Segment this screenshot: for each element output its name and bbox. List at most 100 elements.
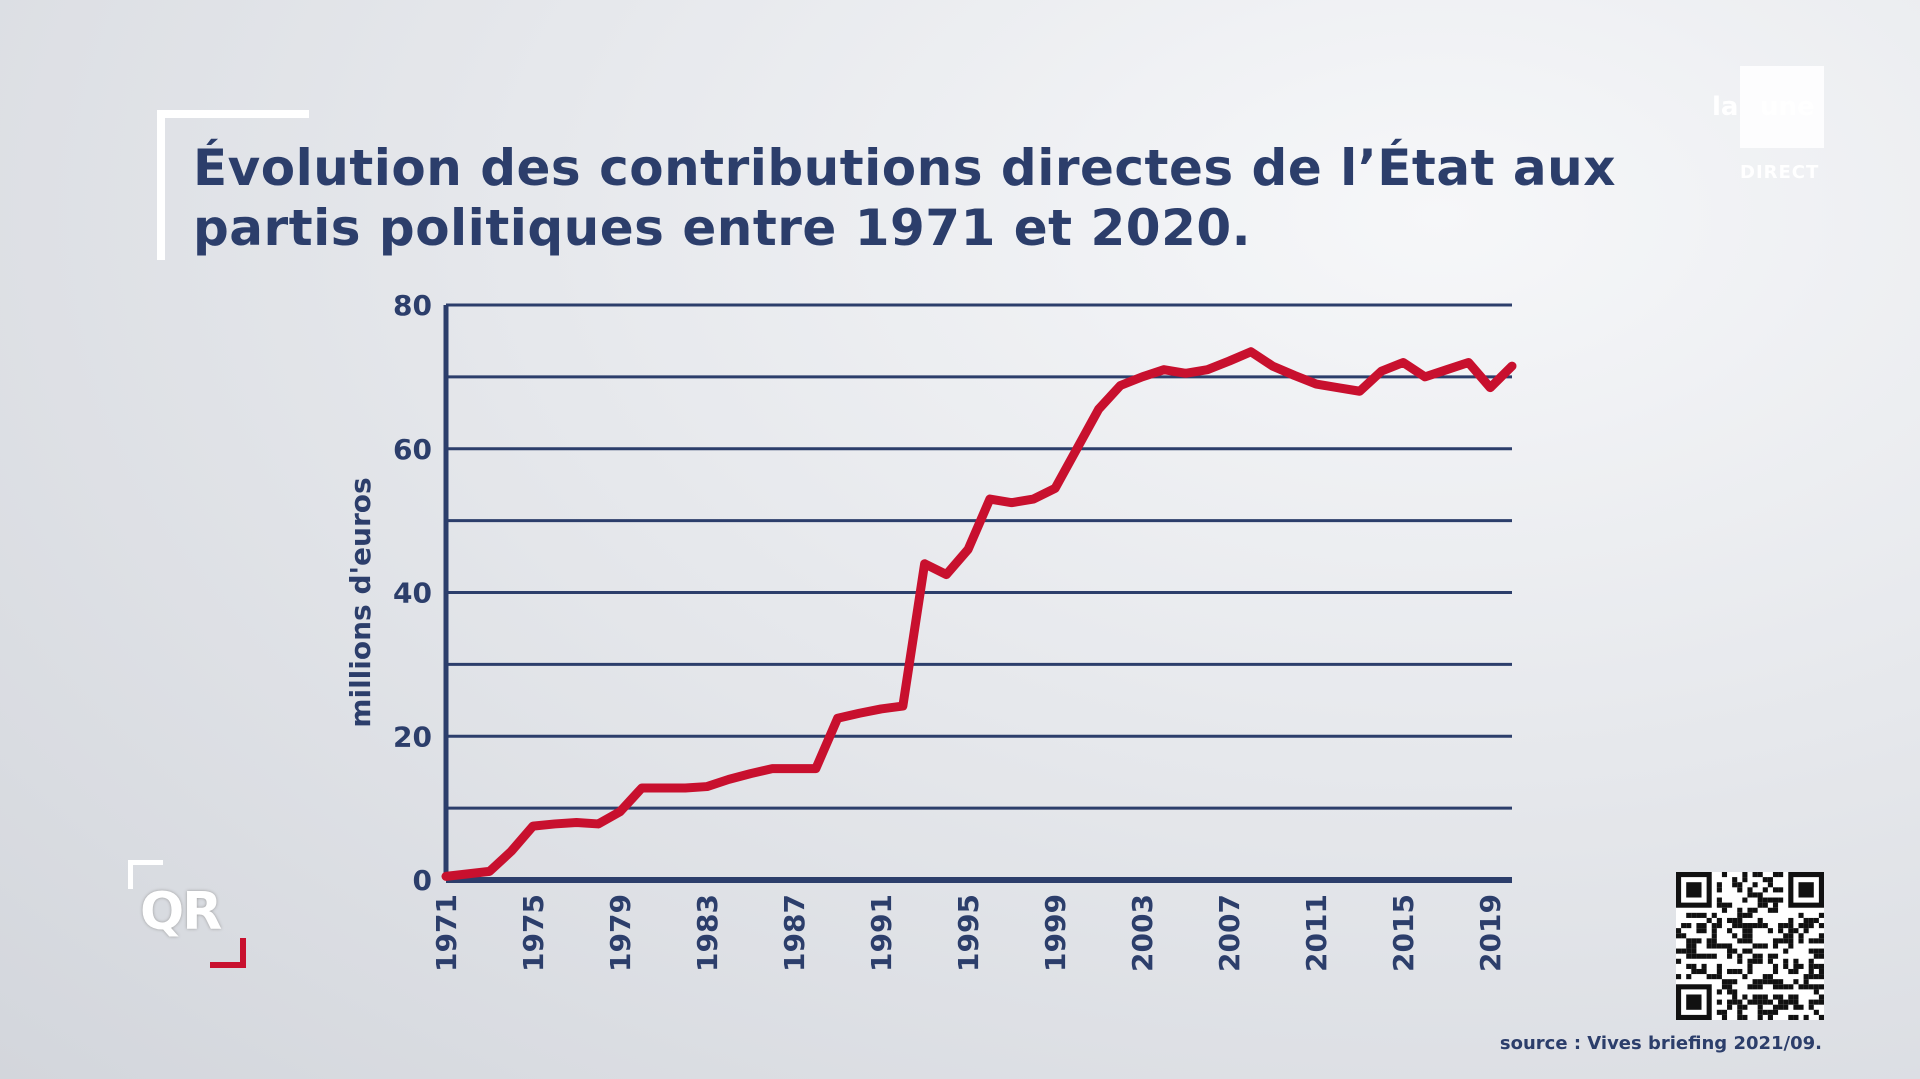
qr-module	[1818, 999, 1824, 1005]
qr-module	[1752, 943, 1758, 949]
qr-module	[1762, 1009, 1768, 1015]
qr-module	[1706, 943, 1712, 949]
qr-module	[1747, 892, 1753, 898]
qr-module	[1772, 897, 1779, 903]
qr-module	[1701, 963, 1707, 969]
qr-module	[1813, 999, 1819, 1005]
qr-module	[1732, 968, 1738, 975]
qr-module	[1737, 953, 1743, 959]
qr-module	[1757, 1014, 1763, 1020]
qr-module	[1788, 984, 1794, 990]
qr-code	[1676, 872, 1824, 1020]
qr-module	[1762, 897, 1768, 903]
qr-module	[1772, 963, 1779, 969]
qr-module	[1798, 984, 1804, 990]
qr-module	[1762, 943, 1768, 949]
qr-module	[1752, 994, 1758, 1000]
qr-module	[1813, 938, 1819, 944]
x-tick-label: 2011	[1300, 894, 1333, 972]
qr-module	[1813, 1009, 1819, 1015]
qr-module	[1747, 928, 1753, 934]
qr-module	[1747, 907, 1753, 913]
qr-module	[1813, 974, 1819, 980]
qr-module	[1757, 979, 1763, 985]
qr-module	[1742, 974, 1748, 980]
qr-module	[1767, 979, 1773, 985]
qr-module	[1747, 999, 1753, 1005]
qr-module	[1721, 984, 1728, 990]
qr-module	[1757, 892, 1763, 898]
qr-module	[1772, 938, 1779, 944]
qr-module	[1798, 963, 1804, 969]
qr-module	[1778, 979, 1784, 985]
qr-module	[1818, 938, 1824, 944]
qr-module	[1757, 1004, 1763, 1010]
qr-module	[1696, 923, 1702, 929]
qr-module	[1696, 938, 1702, 944]
qr-module	[1711, 953, 1717, 959]
x-tick-label: 1971	[430, 894, 463, 972]
qr-module	[1808, 923, 1814, 929]
qr-module	[1808, 968, 1814, 975]
qr-module	[1813, 948, 1819, 954]
qr-module	[1706, 974, 1712, 980]
qr-module	[1752, 892, 1758, 898]
qr-module	[1762, 974, 1768, 980]
qr-module	[1742, 928, 1748, 934]
qr-module	[1732, 923, 1738, 929]
qr-module	[1767, 1014, 1773, 1020]
qr-module	[1772, 979, 1779, 985]
qr-module	[1793, 979, 1799, 985]
qr-module	[1778, 1004, 1784, 1010]
qr-module	[1757, 943, 1763, 949]
qr-module	[1686, 912, 1692, 918]
qr-module	[1727, 979, 1733, 985]
qr-module	[1727, 948, 1733, 954]
qr-module	[1803, 1014, 1809, 1020]
qr-module	[1772, 994, 1779, 1000]
qr-module	[1737, 938, 1743, 944]
qr-module	[1762, 877, 1768, 883]
qr-module	[1803, 923, 1809, 929]
qr-module	[1711, 923, 1717, 929]
qr-module	[1711, 928, 1717, 934]
qr-module	[1818, 974, 1824, 980]
qr-module	[1767, 928, 1773, 934]
qr-module	[1793, 968, 1799, 975]
qr-module	[1767, 974, 1773, 980]
qr-module	[1701, 953, 1707, 959]
qr-module	[1818, 948, 1824, 954]
qr-module	[1732, 994, 1738, 1000]
qr-module	[1818, 963, 1824, 969]
qr-module	[1737, 1009, 1743, 1015]
x-tick-label: 2003	[1126, 894, 1159, 972]
qr-module	[1772, 943, 1779, 949]
qr-module	[1757, 1009, 1763, 1015]
qr-module	[1686, 923, 1692, 929]
qr-module	[1813, 984, 1819, 990]
qr-module	[1752, 958, 1758, 964]
qr-module	[1813, 953, 1819, 959]
qr-module	[1818, 984, 1824, 990]
qr-module	[1808, 948, 1814, 954]
qr-module	[1732, 989, 1738, 995]
qr-module	[1808, 1004, 1814, 1010]
qr-module	[1716, 902, 1722, 908]
logo-box	[1740, 66, 1824, 148]
qr-module	[1767, 897, 1773, 903]
qr-module	[1767, 958, 1773, 964]
qr-module	[1803, 928, 1809, 934]
qr-module	[1742, 923, 1748, 929]
qr-module	[1793, 994, 1799, 1000]
qr-module	[1767, 1009, 1773, 1015]
qr-module	[1737, 958, 1743, 964]
logo-la-text: la	[1712, 92, 1739, 122]
qr-module	[1813, 989, 1819, 995]
qr-module	[1778, 928, 1784, 934]
y-tick-label: 20	[393, 720, 432, 753]
qr-module	[1752, 999, 1758, 1005]
qr-module	[1732, 999, 1738, 1005]
logo-une-text: une	[1760, 92, 1815, 122]
qr-module	[1686, 974, 1692, 980]
qr-module	[1742, 994, 1748, 1000]
